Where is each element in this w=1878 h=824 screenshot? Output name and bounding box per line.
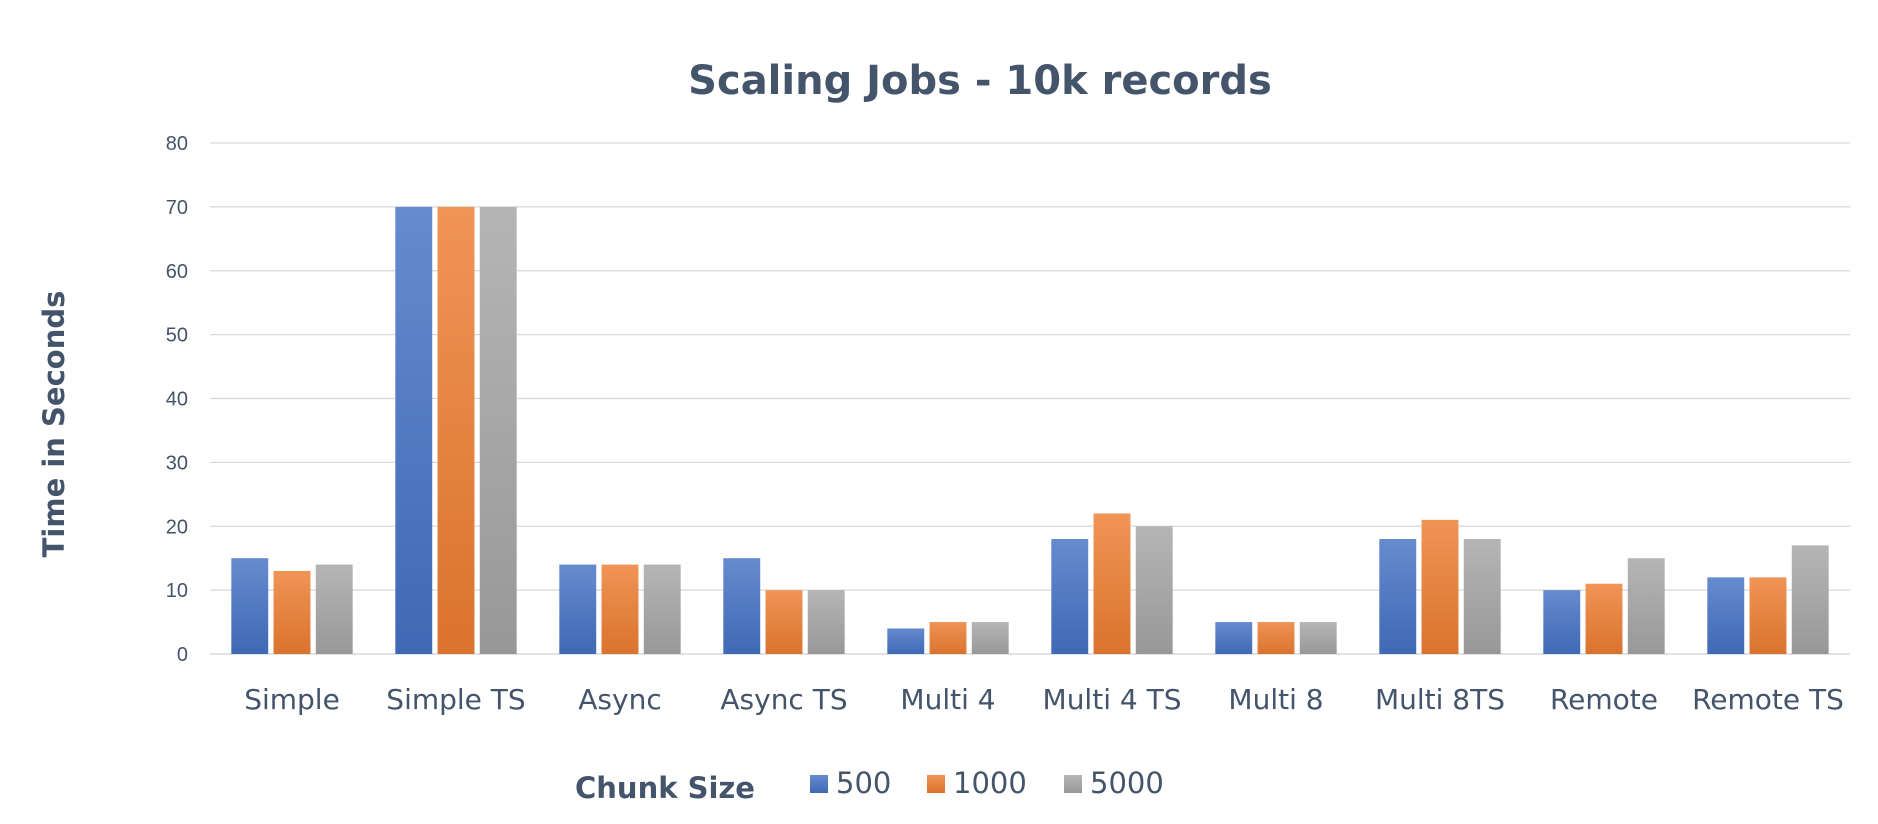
y-tick-label: 50 (166, 325, 188, 347)
bar-500-multi-8ts (1379, 539, 1417, 654)
bar-500-simple-ts (395, 206, 433, 655)
bar-5000-multi-4-ts (1135, 526, 1173, 654)
x-tick-label: Remote (1550, 683, 1658, 716)
bar-1000-async-ts (765, 590, 803, 655)
legend-swatch-500 (810, 775, 828, 793)
y-tick-label: 40 (166, 389, 188, 411)
y-axis-label: Time in Seconds (37, 291, 71, 558)
bar-5000-async-ts (807, 590, 845, 655)
x-axis-ticks: Simple Simple TS Async Async TS Multi 4 Multi… (244, 683, 1844, 716)
bar-500-remote-ts (1707, 577, 1745, 654)
x-tick-label: Remote TS (1692, 683, 1844, 716)
bar-500-multi-8 (1215, 622, 1253, 654)
y-tick-label: 10 (166, 580, 188, 602)
y-tick-label: 0 (177, 644, 188, 666)
bar-500-async (559, 564, 597, 654)
legend: Chunk Size 500 1000 5000 (575, 766, 1164, 805)
bar-500-async-ts (723, 558, 761, 654)
x-tick-label: Multi 4 TS (1043, 683, 1182, 716)
y-tick-label: 20 (166, 516, 188, 538)
bar-5000-async (643, 564, 681, 654)
bar-1000-async (601, 564, 639, 654)
y-tick-label: 70 (166, 197, 188, 219)
bar-500-multi-4 (887, 628, 925, 654)
x-tick-label: Multi 4 (900, 683, 995, 716)
bar-1000-multi-4-ts (1093, 513, 1131, 654)
x-tick-label: Multi 8TS (1375, 683, 1505, 716)
y-tick-label: 80 (166, 133, 188, 155)
legend-label-5000: 5000 (1090, 766, 1164, 800)
legend-swatch-1000 (927, 775, 945, 793)
bar-5000-multi-8 (1299, 622, 1337, 654)
x-tick-label: Multi 8 (1228, 683, 1323, 716)
bar-1000-multi-4 (929, 622, 967, 654)
legend-label-500: 500 (836, 766, 891, 800)
y-axis-ticks: 0 10 20 30 40 50 60 70 80 (166, 133, 188, 666)
bar-1000-remote (1585, 583, 1623, 654)
chart-title: Scaling Jobs - 10k records (688, 58, 1272, 104)
bars (231, 206, 1829, 655)
y-tick-label: 60 (166, 261, 188, 283)
y-tick-label: 30 (166, 452, 188, 474)
legend-label-1000: 1000 (953, 766, 1027, 800)
x-tick-label: Simple (244, 683, 340, 716)
bar-5000-simple-ts (479, 206, 517, 655)
bar-1000-remote-ts (1749, 577, 1787, 654)
bar-1000-multi-8ts (1421, 519, 1459, 654)
bar-5000-remote-ts (1791, 545, 1829, 654)
bar-1000-simple-ts (437, 206, 475, 655)
x-tick-label: Async (578, 683, 661, 716)
bar-5000-remote (1627, 558, 1665, 654)
x-tick-label: Simple TS (386, 683, 525, 716)
bar-1000-multi-8 (1257, 622, 1295, 654)
legend-title: Chunk Size (575, 771, 755, 805)
bar-500-multi-4-ts (1051, 539, 1089, 654)
bar-5000-multi-8ts (1463, 539, 1501, 654)
x-tick-label: Async TS (720, 683, 847, 716)
legend-swatch-5000 (1064, 775, 1082, 793)
bar-5000-simple (315, 564, 353, 654)
bar-500-remote (1543, 590, 1581, 655)
bar-1000-simple (273, 570, 311, 654)
bar-5000-multi-4 (971, 622, 1009, 654)
bar-500-simple (231, 558, 269, 654)
